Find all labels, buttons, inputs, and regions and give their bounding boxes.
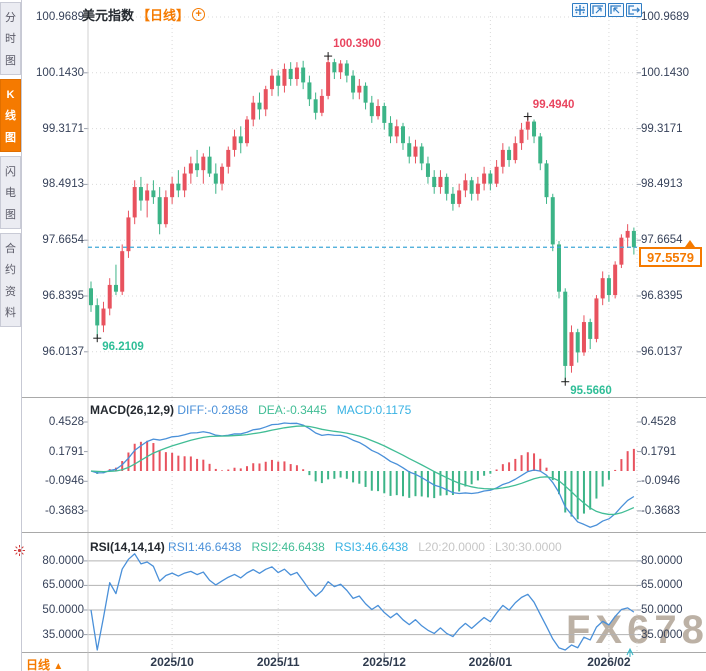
chart-title: 美元指数 【日线】 + — [82, 5, 206, 24]
sidebar-item-2[interactable]: K 线 图 — [0, 79, 21, 152]
crosshair-icon[interactable] — [572, 3, 588, 17]
sidebar-item-1[interactable]: 分 时 图 — [0, 2, 21, 75]
restore-zoom-icon[interactable] — [608, 3, 624, 17]
price-up-arrow-icon — [685, 240, 695, 247]
sidebar-item-3[interactable]: 闪 电 图 — [0, 156, 21, 229]
sidebar: 分 时 图 K 线 图闪 电 图合 约 资 料 — [0, 0, 22, 671]
zoom-area-icon[interactable] — [590, 3, 606, 17]
period-tag: 【日线】 — [137, 8, 190, 23]
pop-out-icon[interactable] — [626, 3, 642, 17]
add-indicator-icon[interactable]: + — [192, 8, 206, 21]
watermark: FX678 — [566, 608, 706, 652]
chevron-up-icon: ▲ — [53, 661, 64, 671]
pane-handle-icon[interactable] — [14, 543, 25, 561]
chart-toolbar — [572, 3, 642, 17]
period-selector[interactable]: 日线 ▲ — [26, 656, 63, 671]
period-selector-label: 日线 — [26, 658, 51, 671]
symbol-name: 美元指数 — [82, 8, 135, 23]
current-price-box: 97.5579 — [639, 247, 702, 267]
sidebar-item-4[interactable]: 合 约 资 料 — [0, 233, 21, 327]
